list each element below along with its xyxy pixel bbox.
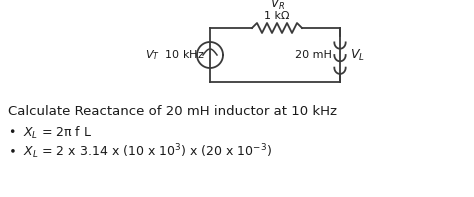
Text: 1 kΩ: 1 kΩ (264, 11, 290, 21)
Text: •  $X_L$ = 2π f L: • $X_L$ = 2π f L (8, 125, 92, 141)
Text: $V_R$: $V_R$ (270, 0, 284, 12)
Text: $\bullet$  $X_L$ = 2 x 3.14 x (10 x 10$^3$) x (20 x 10$^{-3}$): $\bullet$ $X_L$ = 2 x 3.14 x (10 x 10$^3… (8, 142, 272, 161)
Text: $V_T$  10 kHz: $V_T$ 10 kHz (146, 48, 205, 62)
Text: 20 mH: 20 mH (295, 50, 332, 60)
Text: Calculate Reactance of 20 mH inductor at 10 kHz: Calculate Reactance of 20 mH inductor at… (8, 105, 337, 118)
Text: $V_L$: $V_L$ (350, 47, 365, 63)
